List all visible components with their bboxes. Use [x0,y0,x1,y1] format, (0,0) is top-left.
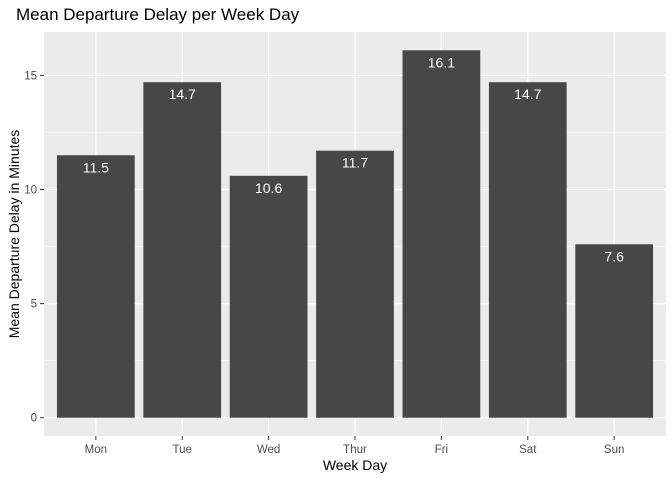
data-label-mon: 11.5 [83,159,109,175]
y-axis-title: Mean Departure Delay in Minutes [6,130,22,339]
y-tick-label: 5 [31,299,37,311]
data-labels: 11.5 14.7 10.6 11.7 16.1 14.7 7.6 [83,54,624,264]
x-tick-label-sat: Sat [519,444,537,456]
data-label-sun: 7.6 [604,248,624,264]
x-tick-label-thur: Thur [343,444,367,456]
y-tick-label: 10 [24,184,37,196]
bar-tue [143,82,222,418]
bar-mon [56,155,135,418]
data-label-sat: 14.7 [514,86,541,102]
x-tick-label-fri: Fri [435,444,448,456]
bar-sun [575,244,654,418]
y-tick-label: 15 [24,70,37,82]
bar-thur [316,150,394,418]
chart-title: Mean Departure Delay per Week Day [16,5,300,24]
data-label-tue: 14.7 [169,86,196,102]
y-axis: 0 5 10 15 [24,70,44,425]
y-tick-label: 0 [31,413,37,425]
bar-fri [402,50,481,418]
x-tick-label-wed: Wed [257,444,280,456]
bar-wed [229,175,308,418]
data-label-wed: 10.6 [255,180,282,196]
x-axis-title: Week Day [323,457,387,473]
x-tick-label-tue: Tue [173,444,192,456]
x-tick-label-mon: Mon [85,444,107,456]
x-tick-label-sun: Sun [604,444,624,456]
data-label-thur: 11.7 [342,155,368,171]
bar-sat [488,82,567,418]
x-axis: Mon Tue Wed Thur Fri Sat Sun [85,436,624,456]
bars [56,50,654,418]
data-label-fri: 16.1 [428,54,455,70]
